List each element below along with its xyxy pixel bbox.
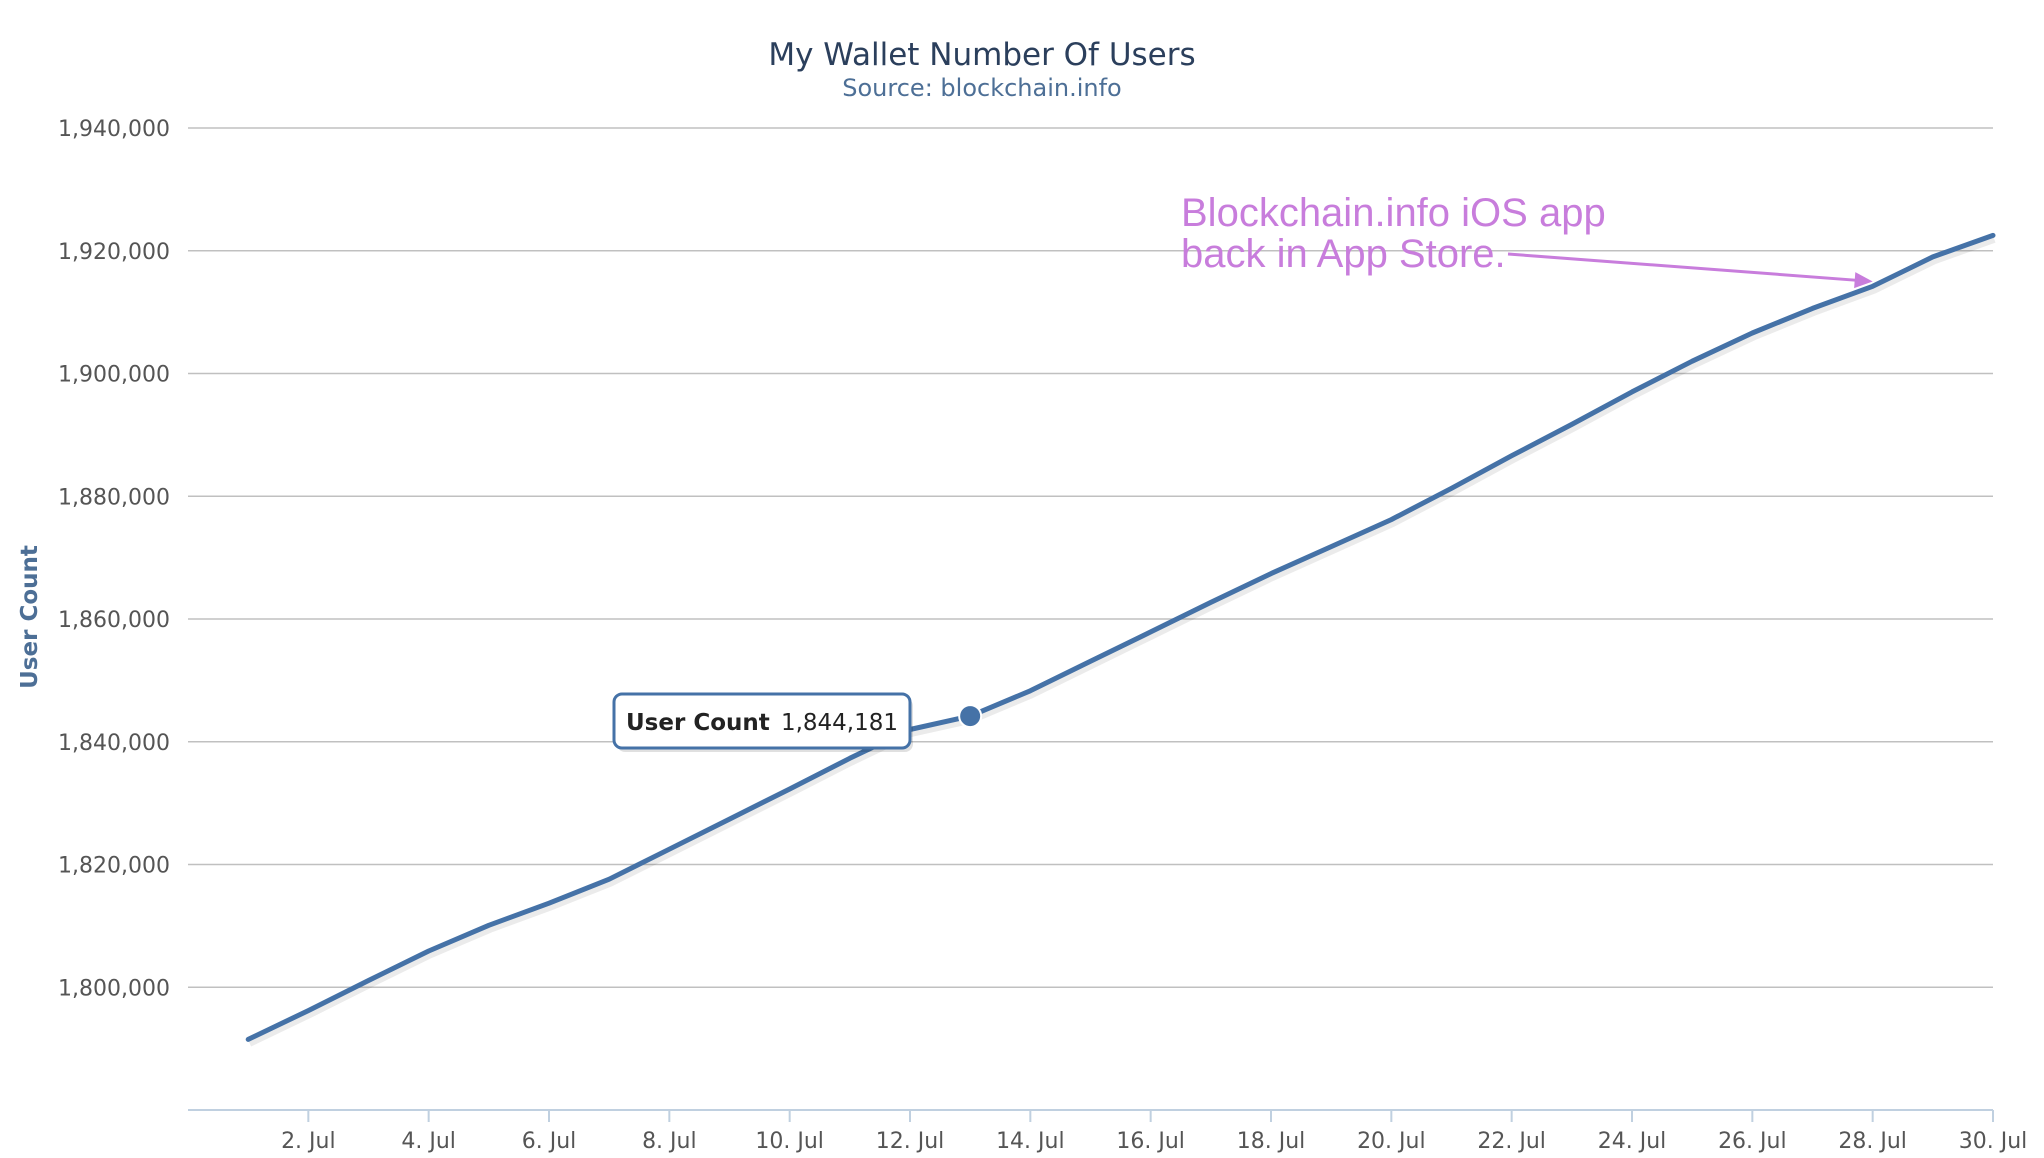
- x-tick-label: 14. Jul: [996, 1129, 1065, 1154]
- y-tick-label: 1,880,000: [58, 485, 170, 510]
- annotation-arrow-line: [1507, 252, 1859, 282]
- tooltip: User Count 1,844,181: [612, 692, 983, 752]
- y-tick-label: 1,860,000: [58, 608, 170, 633]
- x-tick-label: 2. Jul: [281, 1129, 336, 1154]
- x-tick-label: 22. Jul: [1477, 1129, 1546, 1154]
- chart-title: My Wallet Number Of Users: [768, 37, 1195, 73]
- chart-subtitle: Source: blockchain.info: [842, 74, 1121, 102]
- y-tick-label: 1,920,000: [58, 240, 170, 265]
- x-tick-label: 8. Jul: [642, 1129, 697, 1154]
- x-tick-label: 12. Jul: [876, 1129, 945, 1154]
- highlight-point: [958, 704, 983, 729]
- y-tick-label: 1,940,000: [58, 117, 170, 142]
- x-tick-label: 6. Jul: [522, 1129, 577, 1154]
- x-tick-label: 4. Jul: [401, 1129, 456, 1154]
- series: [245, 232, 1996, 1047]
- x-tick-label: 26. Jul: [1718, 1129, 1787, 1154]
- series-line-shadow: [247, 234, 1996, 1047]
- y-tick-label: 1,820,000: [58, 854, 170, 879]
- annotation-line-1: Blockchain.info iOS app: [1181, 191, 1606, 235]
- y-tick-label: 1,900,000: [58, 363, 170, 388]
- series-line: [245, 232, 1996, 1042]
- annotation-line-2: back in App Store.: [1181, 232, 1506, 276]
- y-tick-label: 1,840,000: [58, 731, 170, 756]
- x-tick-label: 20. Jul: [1357, 1129, 1426, 1154]
- tooltip-label: User Count: [626, 710, 770, 736]
- annotation: Blockchain.info iOS app back in App Stor…: [1181, 191, 1873, 289]
- gridlines: [188, 127, 1993, 988]
- y-axis-label: User Count: [17, 545, 43, 689]
- x-tick-label: 16. Jul: [1116, 1129, 1185, 1154]
- y-tick-label: 1,800,000: [58, 976, 170, 1001]
- annotation-arrow-head: [1854, 272, 1873, 289]
- tooltip-value: 1,844,181: [781, 710, 898, 736]
- x-tick-label: 10. Jul: [755, 1129, 824, 1154]
- y-axis-ticks: 1,800,000 1,820,000 1,840,000 1,860,000 1,88…: [58, 117, 170, 1001]
- x-tick-label: 28. Jul: [1838, 1129, 1907, 1154]
- x-axis-ticks: 2. Jul 4. Jul 6. Jul 8. Jul 10. Jul 12. Jul 14…: [281, 1110, 2027, 1154]
- x-tick-label: 30. Jul: [1959, 1129, 2028, 1154]
- x-tick-label: 24. Jul: [1598, 1129, 1667, 1154]
- tooltip-box: [612, 692, 912, 750]
- x-tick-label: 18. Jul: [1237, 1129, 1306, 1154]
